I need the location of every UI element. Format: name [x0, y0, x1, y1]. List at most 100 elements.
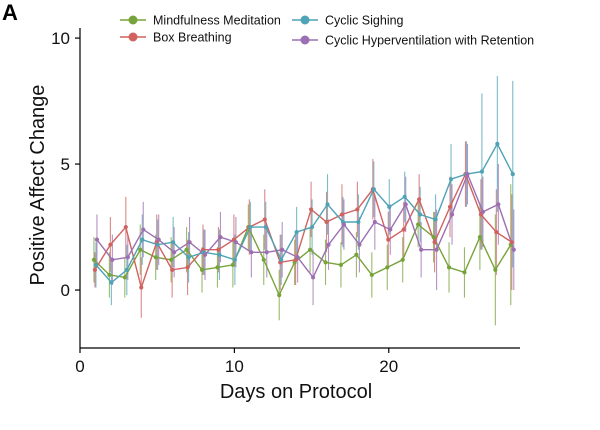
data-point — [308, 207, 314, 212]
data-point — [124, 267, 129, 272]
data-point — [495, 141, 500, 147]
data-point — [357, 242, 362, 247]
data-point — [341, 222, 347, 227]
y-ticks: 0 5 10 — [51, 29, 80, 300]
data-point — [139, 285, 144, 290]
data-point — [171, 240, 176, 245]
data-point — [125, 255, 130, 260]
data-point — [509, 240, 514, 245]
data-point — [369, 272, 374, 278]
data-point — [122, 275, 127, 280]
data-point — [155, 242, 160, 247]
data-point — [307, 247, 313, 252]
data-point — [338, 262, 344, 267]
data-point — [230, 262, 235, 267]
data-point — [496, 202, 501, 207]
x-tick-label: 10 — [225, 357, 244, 376]
data-point — [447, 204, 453, 209]
legend: Mindfulness Meditation Box Breathing Cycli… — [120, 14, 534, 48]
data-point — [324, 219, 329, 225]
data-point — [109, 280, 114, 285]
axes: 0 10 20 0 5 10 — [51, 28, 520, 376]
data-point — [388, 227, 393, 232]
panel-letter: A — [2, 0, 18, 25]
data-point — [262, 217, 267, 222]
data-point — [153, 255, 158, 260]
data-point — [449, 212, 455, 217]
data-point — [123, 224, 128, 230]
legend-marker — [300, 35, 310, 45]
y-tick-label: 0 — [61, 281, 70, 300]
x-tick-label: 20 — [379, 357, 398, 376]
data-point — [372, 219, 377, 225]
data-point — [215, 265, 220, 270]
data-point — [416, 222, 421, 227]
data-point — [465, 172, 470, 177]
data-point — [480, 209, 486, 215]
data-point — [138, 247, 143, 252]
data-point — [448, 177, 454, 182]
data-point — [493, 267, 498, 272]
data-point — [400, 257, 405, 262]
legend-label: Box Breathing — [153, 31, 232, 45]
data-point — [386, 237, 391, 242]
data-point — [249, 250, 254, 255]
data-point — [248, 224, 253, 230]
data-point — [432, 240, 437, 245]
data-point — [186, 255, 191, 260]
series-points — [91, 141, 516, 298]
series-line — [93, 223, 512, 297]
x-axis-label: Days on Protocol — [220, 381, 372, 403]
data-point — [403, 202, 408, 207]
data-point — [417, 197, 422, 202]
data-point — [91, 257, 97, 262]
series-line — [95, 142, 514, 284]
data-point — [93, 262, 99, 267]
data-point — [140, 237, 145, 242]
data-point — [310, 275, 316, 280]
data-point — [279, 257, 284, 262]
data-point — [294, 229, 299, 235]
data-point — [402, 194, 407, 199]
data-point — [434, 247, 439, 252]
legend-label: Cyclic Sighing — [325, 14, 404, 28]
data-point — [323, 260, 328, 265]
legend-label: Cyclic Hyperventilation with Retention — [325, 34, 534, 48]
data-point — [385, 265, 390, 270]
data-point — [326, 242, 331, 247]
y-tick-label: 10 — [51, 29, 70, 48]
data-point — [433, 217, 438, 222]
data-point — [156, 237, 161, 242]
plot-area — [91, 75, 516, 326]
data-point — [94, 237, 100, 242]
data-point — [446, 265, 452, 270]
series-lines — [93, 142, 515, 297]
data-point — [169, 257, 174, 262]
data-point — [418, 212, 423, 217]
data-point — [218, 235, 223, 240]
data-point — [387, 204, 392, 209]
data-point — [479, 169, 485, 174]
data-point — [477, 235, 483, 240]
data-point — [261, 257, 266, 262]
data-point — [309, 224, 315, 230]
data-point — [511, 247, 516, 252]
data-point — [401, 227, 406, 232]
data-point — [232, 257, 237, 262]
series-line — [96, 172, 515, 279]
data-point — [184, 247, 189, 252]
data-point — [510, 172, 515, 177]
data-point — [325, 202, 330, 207]
legend-marker — [300, 15, 310, 25]
y-tick-label: 5 — [61, 155, 70, 174]
error-bars — [93, 75, 515, 326]
data-point — [462, 270, 467, 275]
data-point — [494, 229, 499, 235]
data-point — [295, 255, 300, 260]
data-point — [217, 252, 222, 257]
data-point — [419, 247, 424, 252]
data-point — [277, 292, 282, 298]
data-point — [233, 240, 238, 245]
data-point — [264, 250, 269, 255]
